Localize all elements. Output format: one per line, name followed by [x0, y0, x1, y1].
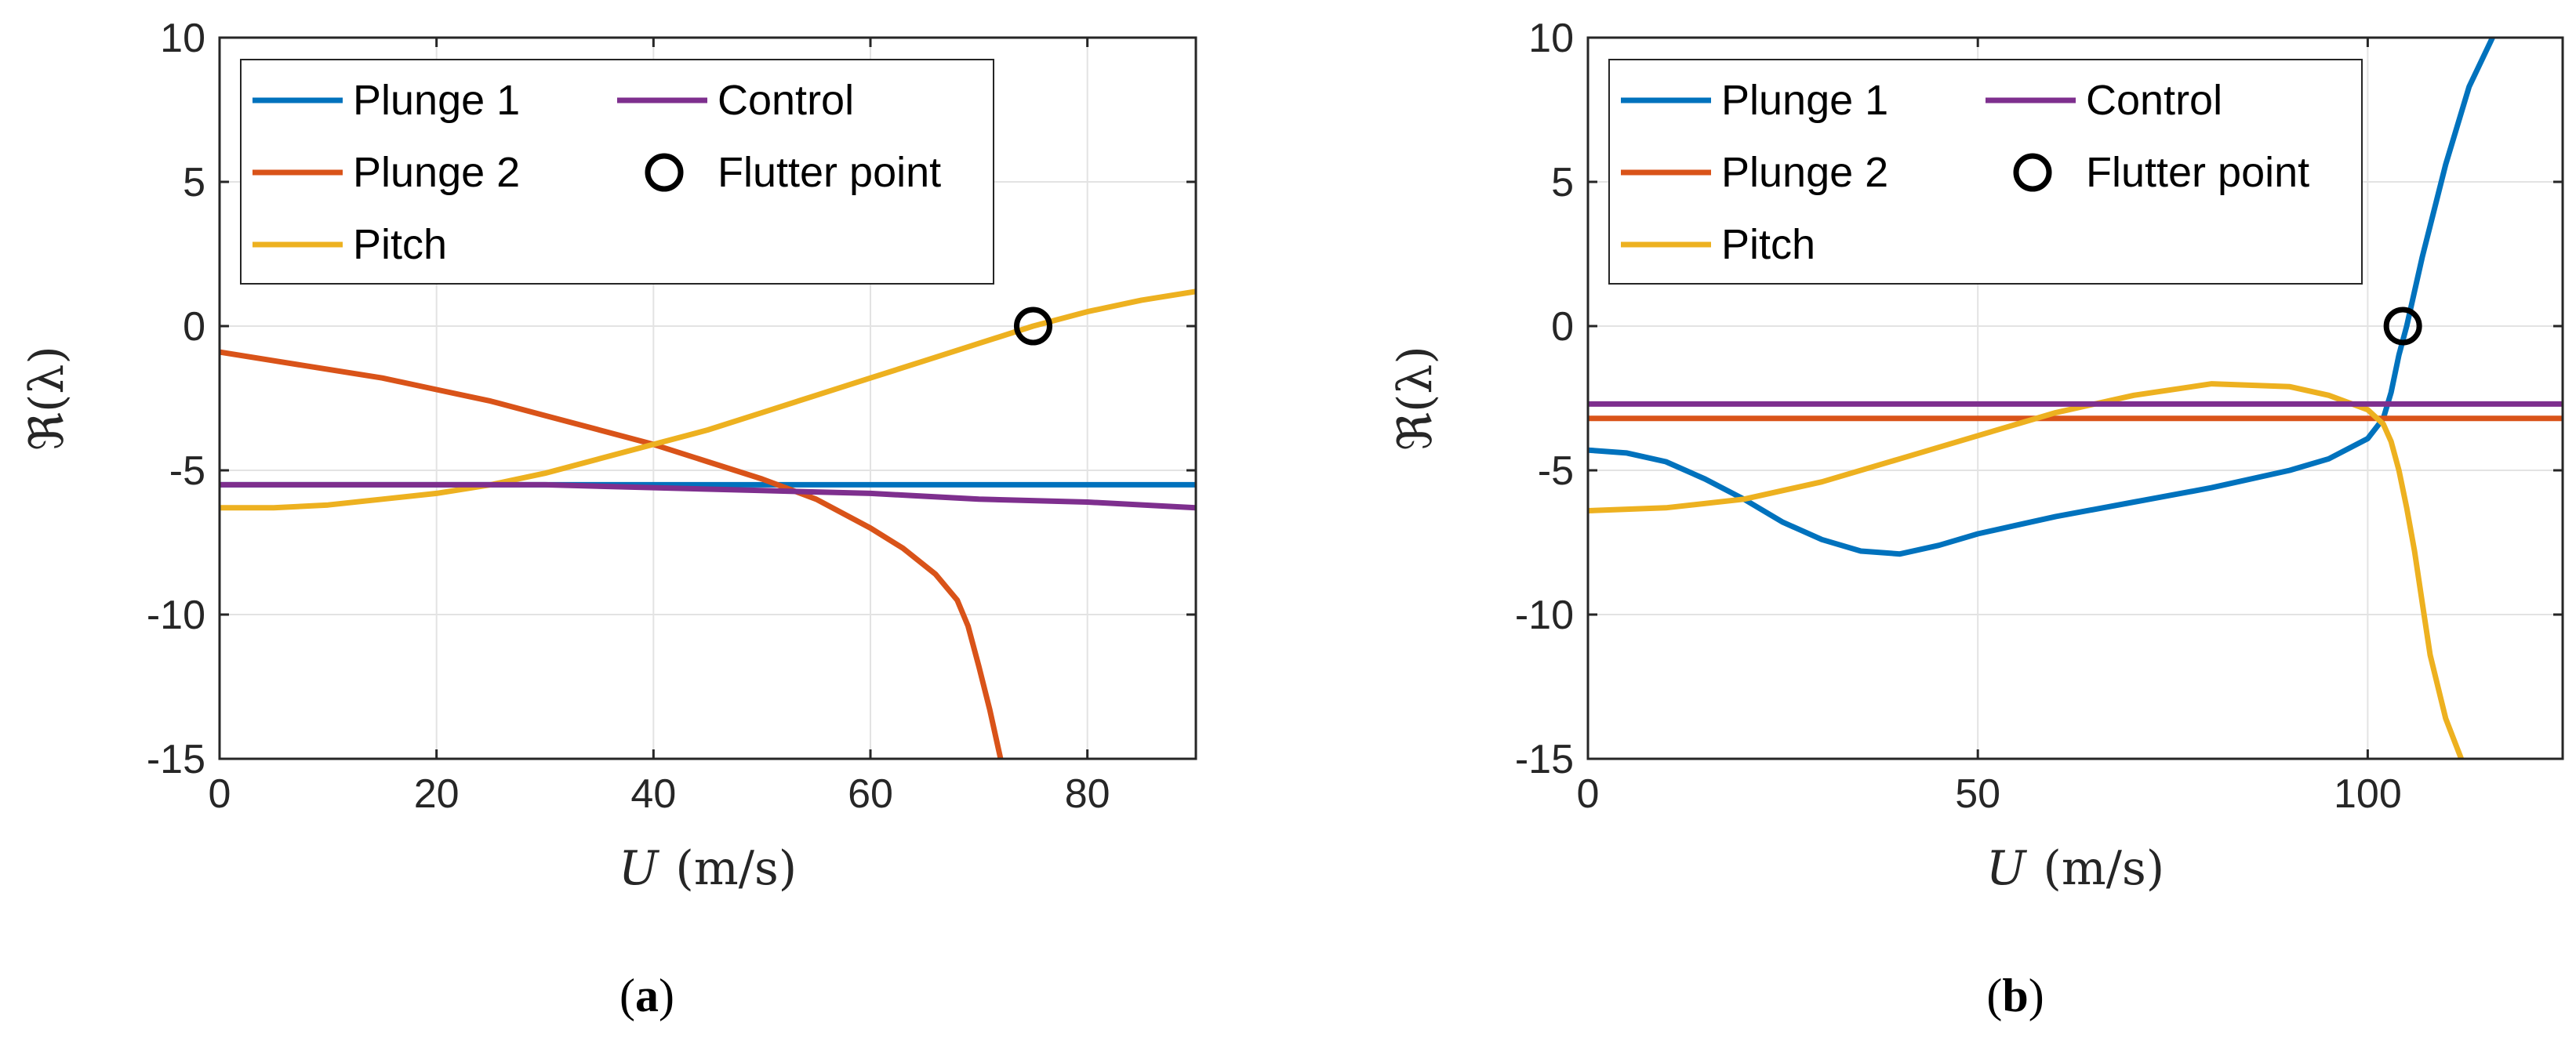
y-axis-label: ℜ(λ) — [1388, 346, 1443, 451]
y-axis-label: ℜ(λ) — [20, 346, 74, 451]
series-group — [220, 288, 1196, 759]
caption-open: ( — [619, 970, 635, 1021]
x-tick-label: 0 — [209, 771, 231, 817]
x-axis-unit: (m/s) — [675, 841, 797, 896]
y-tick-label: -15 — [1515, 737, 1574, 782]
caption-letter: b — [2002, 970, 2028, 1021]
y-axis-arg: (λ) — [1388, 346, 1443, 412]
legend-label-plunge-2: Plunge 2 — [1721, 149, 1888, 196]
y-tick-label: 5 — [183, 160, 205, 205]
series-group — [1588, 38, 2563, 759]
legend-label-plunge-1: Plunge 1 — [1721, 77, 1888, 124]
legend-flutter-point-icon — [2013, 153, 2052, 192]
series-line-pitch — [1588, 381, 2465, 759]
y-axis-symbol: ℜ — [20, 412, 74, 451]
x-axis-label: U (m/s) — [1986, 841, 2164, 896]
series-line-control — [220, 481, 1196, 511]
y-axis-symbol: ℜ — [1388, 412, 1443, 451]
legend-label-flutter-point: Flutter point — [2086, 149, 2309, 196]
chart-panel-a: 0 20 40 60 80 -15 -10 -5 0 5 10 U (m/s) ℜ(λ) Plunge 1 C… — [20, 16, 1197, 1021]
caption-letter: a — [635, 970, 659, 1021]
chart-panel-b: 0 50 100 -15 -10 -5 0 5 10 U (m/s) ℜ(λ) Plunge 1 Cont… — [1388, 16, 2564, 1021]
flutter-point-marker — [1014, 306, 1052, 346]
y-axis-arg: (λ) — [20, 346, 74, 412]
x-axis-symbol: U — [619, 841, 660, 896]
series-line-plunge-1 — [1588, 38, 2495, 557]
flutter-point-marker — [2383, 306, 2422, 346]
legend: Plunge 1 Control Plunge 2 Flutter point Pitc… — [240, 59, 994, 285]
y-tick-label: 10 — [1528, 16, 1574, 61]
caption-close: ) — [659, 970, 674, 1021]
legend-label-control: Control — [2086, 77, 2222, 124]
y-tick-label: -5 — [1538, 448, 1574, 494]
x-axis-label: U (m/s) — [619, 841, 797, 896]
series-line-pitch — [220, 288, 1196, 511]
x-tick-label: 0 — [1577, 771, 1600, 817]
axes-box — [1586, 36, 2564, 760]
legend-box — [240, 59, 994, 285]
y-tick-label: 0 — [183, 304, 205, 350]
x-tick-label: 60 — [848, 771, 893, 817]
y-tick-label: -10 — [1515, 593, 1574, 638]
y-tick-label: -10 — [147, 593, 205, 638]
legend-label-flutter-point: Flutter point — [718, 149, 941, 196]
x-tick-label: 20 — [414, 771, 460, 817]
legend-box — [1608, 59, 2363, 285]
x-tick-label: 80 — [1065, 771, 1110, 817]
caption-open: ( — [1986, 970, 2002, 1021]
legend-label-control: Control — [718, 77, 854, 124]
legend-label-pitch: Pitch — [353, 221, 447, 268]
panel-caption: (b) — [1986, 970, 2044, 1021]
y-tick-label: 10 — [160, 16, 205, 61]
legend-label-pitch: Pitch — [1721, 221, 1815, 268]
series-line-plunge-2 — [220, 349, 1004, 759]
x-axis-symbol: U — [1986, 841, 2028, 896]
y-tick-label: 0 — [1551, 304, 1574, 350]
x-tick-label: 100 — [2334, 771, 2402, 817]
legend: Plunge 1 Control Plunge 2 Flutter point Pitc… — [1608, 59, 2363, 285]
y-tick-label: 5 — [1551, 160, 1574, 205]
panel-caption: (a) — [619, 970, 674, 1021]
x-tick-label: 50 — [1955, 771, 2000, 817]
x-tick-label: 40 — [630, 771, 676, 817]
y-tick-label: -5 — [169, 448, 205, 494]
legend-flutter-point-icon — [645, 153, 684, 192]
axes-box — [218, 36, 1197, 760]
caption-close: ) — [2029, 970, 2044, 1021]
legend-label-plunge-1: Plunge 1 — [353, 77, 520, 124]
x-axis-unit: (m/s) — [2043, 841, 2164, 896]
y-tick-label: -15 — [147, 737, 205, 782]
legend-label-plunge-2: Plunge 2 — [353, 149, 520, 196]
